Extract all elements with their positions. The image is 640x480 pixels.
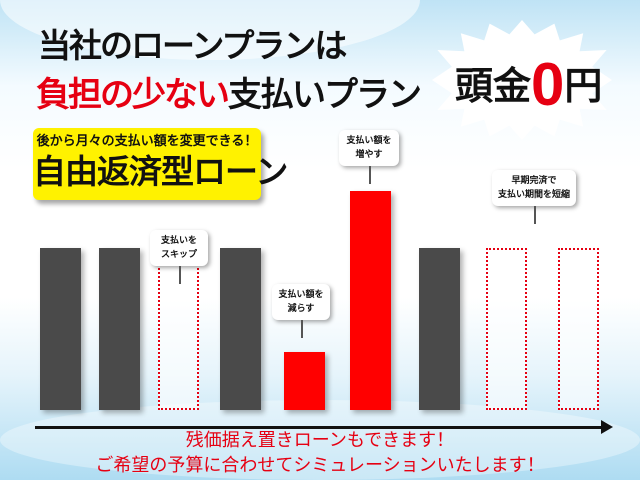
payment-bar-dash — [486, 248, 527, 410]
feature-title: 自由返済型ローン — [33, 152, 288, 191]
badge-suffix: 円 — [564, 64, 603, 108]
down-payment-badge: 頭金0円 — [455, 52, 602, 119]
feature-subtitle: 後から月々の支払い額を変更できる！ — [36, 134, 258, 149]
callout-decrease: 支払い額を 減らす — [272, 284, 330, 338]
callout-text: 支払い期間を短縮 — [497, 190, 570, 200]
feature-box: 後から月々の支払い額を変更できる！ 自由返済型ローン — [33, 128, 288, 200]
payment-bar-gray — [99, 248, 140, 410]
payment-bar-gray — [220, 248, 261, 410]
payment-bar-gray — [40, 248, 81, 410]
callout-skip: 支払いを スキップ — [150, 230, 208, 284]
payment-bar-dash — [558, 248, 599, 410]
headline-line1: 当社のローンプランは — [38, 26, 347, 65]
callout-text: 支払い額を — [278, 290, 324, 300]
headline-line2: 負担の少ない支払いプラン — [36, 74, 422, 116]
footer-line1: 残価据え置きローンもできます！ — [185, 430, 455, 451]
callout-increase: 支払い額を 増やす — [339, 130, 399, 184]
payment-bar-gray — [419, 248, 460, 410]
timeline-arrow — [35, 426, 601, 429]
badge-prefix: 頭金 — [455, 64, 532, 108]
background-wave — [0, 400, 640, 480]
headline-highlight: 負担の少ない — [36, 75, 230, 115]
callout-shorten: 早期完済で支払い期間を短縮 — [492, 170, 576, 224]
arrow-head-icon — [601, 420, 613, 434]
headline-rest: 支払いプラン — [228, 75, 422, 115]
payment-bar-red — [350, 191, 391, 410]
callout-text: スキップ — [160, 250, 197, 260]
callout-text: 支払い額を — [346, 136, 392, 146]
callout-text: 減らす — [287, 304, 315, 314]
payment-bar-red — [284, 352, 325, 410]
callout-text: 増やす — [355, 150, 383, 160]
footer-line2: ご希望の予算に合わせてシミュレーションいたします！ — [95, 455, 545, 476]
badge-zero: 0 — [531, 51, 565, 118]
callout-text: 支払いを — [160, 236, 197, 246]
callout-text: 早期完済で — [511, 176, 557, 186]
